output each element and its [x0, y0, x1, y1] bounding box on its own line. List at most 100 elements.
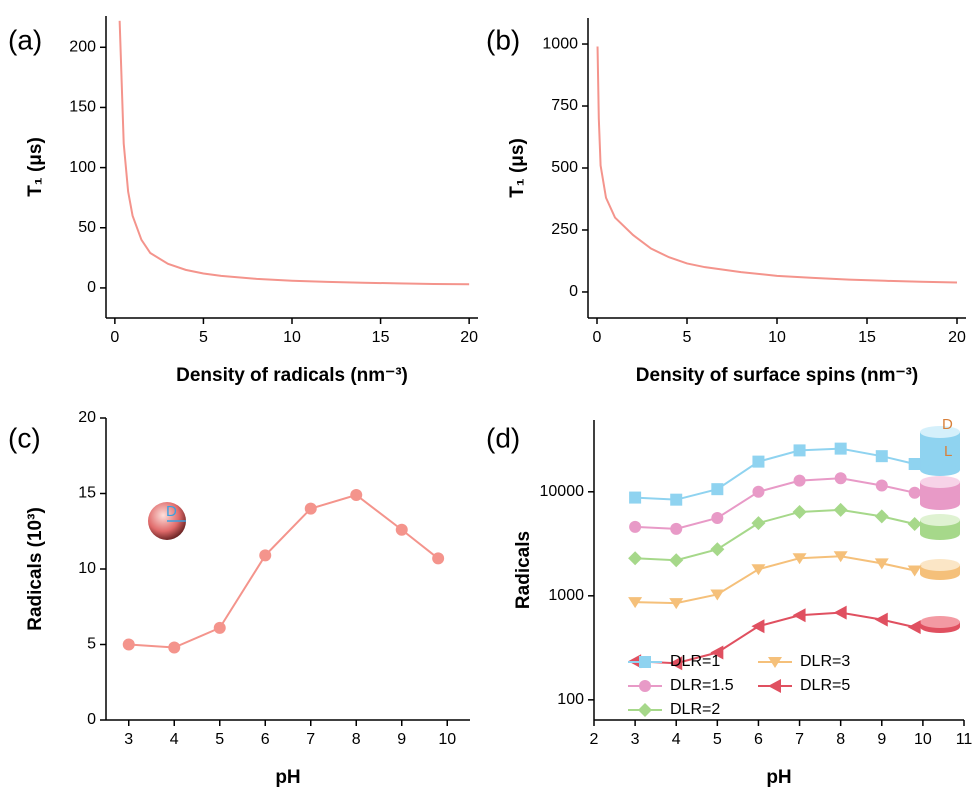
marker: [792, 608, 806, 623]
y-tick-label: 5: [87, 636, 96, 653]
data-line: [635, 508, 915, 562]
x-tick-label: 9: [397, 731, 406, 748]
x-tick-label: 3: [631, 731, 640, 748]
legend-label: DLR=3: [800, 653, 850, 670]
y-tick-label: 1000: [548, 587, 584, 604]
annotation: L: [944, 443, 952, 460]
x-tick-label: 4: [672, 731, 681, 748]
x-tick-label: 20: [948, 329, 966, 346]
marker: [628, 551, 643, 566]
x-tick-label: 15: [372, 329, 390, 346]
legend-label: DLR=1.5: [670, 677, 734, 694]
y-tick-label: 150: [69, 99, 96, 116]
y-tick-label: 0: [87, 279, 96, 296]
panel-label: (c): [8, 422, 41, 453]
marker: [122, 638, 135, 651]
cylinder-icons: D L: [920, 416, 960, 633]
y-tick-label: 200: [69, 39, 96, 56]
x-tick-label: 6: [261, 731, 270, 748]
marker: [768, 679, 781, 693]
x-axis-label: pH: [275, 767, 300, 787]
marker: [710, 542, 725, 557]
marker: [350, 489, 363, 502]
marker: [752, 485, 765, 498]
y-tick-label: 1000: [542, 35, 578, 52]
x-tick-label: 2: [590, 731, 599, 748]
legend-label: DLR=5: [800, 677, 850, 694]
panel-label: (a): [8, 24, 42, 55]
data-line: [635, 611, 915, 665]
y-tick-label: 250: [551, 221, 578, 238]
marker: [711, 511, 724, 524]
marker: [639, 680, 651, 692]
marker: [628, 597, 643, 609]
x-tick-label: 11: [956, 731, 973, 748]
marker: [793, 444, 806, 457]
x-tick-label: 5: [199, 329, 208, 346]
data-line: [128, 493, 439, 649]
x-tick-label: 4: [170, 731, 179, 748]
y-tick-label: 100: [557, 691, 584, 708]
x-tick-label: 10: [914, 731, 932, 748]
marker: [213, 621, 226, 634]
marker: [669, 598, 684, 610]
data-line: [635, 555, 915, 605]
marker: [670, 522, 683, 535]
x-tick-label: 8: [836, 731, 845, 748]
marker: [834, 472, 847, 485]
y-tick-label: 0: [87, 711, 96, 728]
marker: [670, 493, 683, 506]
y-tick-label: 0: [569, 283, 578, 300]
marker: [629, 491, 642, 504]
x-tick-label: 3: [124, 731, 133, 748]
x-tick-label: 0: [593, 329, 602, 346]
y-tick-label: 50: [78, 219, 96, 236]
marker: [751, 619, 765, 634]
marker: [792, 504, 807, 519]
x-tick-label: 8: [352, 731, 361, 748]
sphere-icon: D: [148, 502, 186, 540]
y-tick-label: 15: [78, 485, 96, 502]
marker: [875, 479, 888, 492]
x-tick-label: 6: [754, 731, 763, 748]
y-tick-label: 10000: [540, 483, 585, 500]
marker: [833, 502, 848, 517]
x-tick-label: 9: [877, 731, 886, 748]
marker: [639, 656, 651, 668]
marker: [792, 553, 807, 565]
y-tick-label: 500: [551, 159, 578, 176]
y-tick-label: 750: [551, 97, 578, 114]
x-tick-label: 7: [795, 731, 804, 748]
marker: [908, 486, 921, 499]
marker: [768, 657, 782, 668]
x-axis-label: pH: [766, 767, 791, 787]
marker: [834, 442, 847, 455]
data-line: [635, 477, 915, 530]
x-tick-label: 5: [215, 731, 224, 748]
x-tick-label: 10: [438, 731, 456, 748]
marker: [751, 516, 766, 531]
x-axis-label: Density of radicals (nm⁻³): [176, 365, 408, 386]
marker: [669, 553, 684, 568]
annotation: D: [166, 503, 177, 520]
marker: [907, 517, 922, 532]
data-line: [635, 447, 915, 501]
marker: [874, 509, 889, 524]
panel-label: (b): [486, 24, 520, 55]
marker: [711, 483, 724, 496]
marker: [793, 474, 806, 487]
y-axis-label: T₁ (μs): [507, 138, 528, 198]
marker: [874, 558, 889, 570]
x-axis-label: Density of surface spins (nm⁻³): [636, 365, 918, 386]
marker: [710, 645, 724, 660]
marker: [669, 656, 683, 671]
marker: [638, 703, 652, 717]
y-axis-label: T₁ (μs): [25, 137, 46, 197]
x-tick-label: 7: [306, 731, 315, 748]
marker: [833, 551, 848, 563]
marker: [259, 549, 272, 562]
y-tick-label: 10: [78, 560, 96, 577]
data-line: [118, 20, 470, 286]
marker: [908, 458, 921, 471]
